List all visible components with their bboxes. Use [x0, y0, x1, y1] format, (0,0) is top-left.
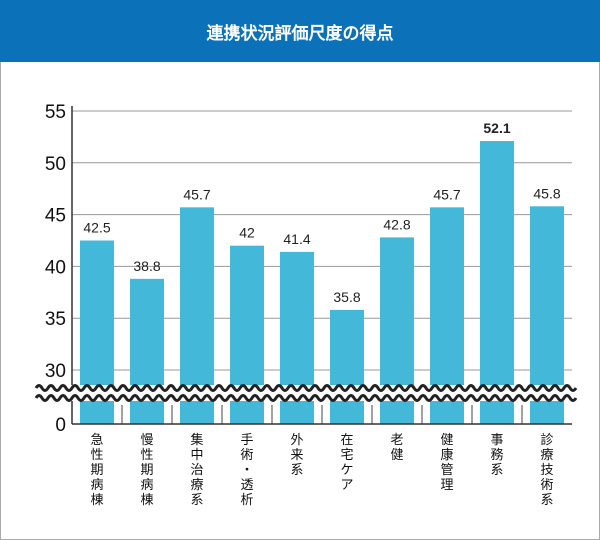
data-label: 42.5	[83, 220, 110, 236]
axis-break-wave	[34, 394, 578, 402]
y-tick-label: 45	[45, 206, 66, 227]
data-label: 45.7	[433, 186, 460, 202]
data-label: 41.4	[283, 231, 310, 247]
category-label: 外来系	[290, 433, 303, 478]
chart-title: 連携状況評価尺度の得点	[0, 0, 600, 62]
category-label: 在宅ケア	[340, 433, 353, 493]
y-tick-label: 0	[55, 415, 66, 436]
y-tick-label: 35	[45, 309, 66, 330]
category-label: 事務系	[490, 433, 503, 478]
category-label: 診療技術系	[540, 432, 553, 508]
bar	[130, 278, 164, 424]
data-label: 42	[239, 225, 255, 241]
y-tick-label: 40	[45, 257, 66, 278]
category-label: 老健	[390, 433, 403, 463]
y-tick-label: 55	[45, 102, 66, 123]
data-label: 45.8	[533, 185, 560, 201]
category-label: 手術・透析	[240, 433, 253, 508]
category-label: 集中治療系	[190, 432, 203, 508]
data-label: 45.7	[183, 186, 210, 202]
data-label: 52.1	[483, 120, 510, 136]
bar	[330, 309, 364, 424]
y-tick-label: 30	[45, 361, 66, 382]
axis-break-wave	[34, 384, 578, 392]
y-tick-label: 50	[45, 154, 66, 175]
category-label: 急性期病棟	[90, 433, 103, 508]
data-label: 42.8	[383, 216, 410, 232]
bar	[480, 141, 514, 424]
data-label: 35.8	[333, 289, 360, 305]
data-label: 38.8	[133, 258, 160, 274]
category-label: 慢性期病棟	[140, 432, 153, 508]
category-label: 健康管理	[440, 433, 453, 493]
